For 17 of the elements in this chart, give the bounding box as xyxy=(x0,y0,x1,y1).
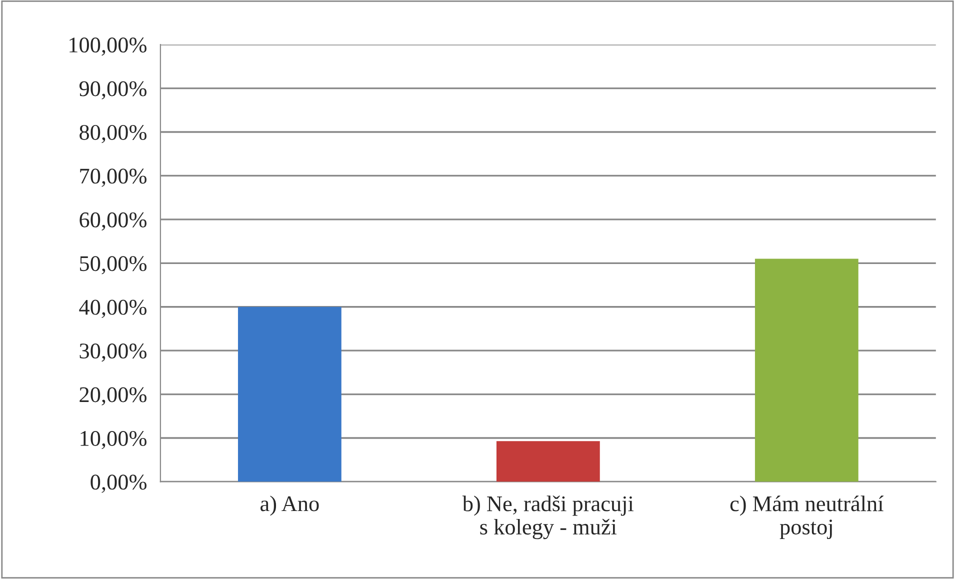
y-tick-label: 0,00% xyxy=(90,474,146,493)
y-tick-label: 50,00% xyxy=(80,256,146,274)
bar xyxy=(238,306,342,482)
y-tick-label: 20,00% xyxy=(80,387,146,406)
y-tick-label: 70,00% xyxy=(80,168,146,187)
x-tick-label: b) Ne, radši pracuji s kolegy - muži xyxy=(462,496,634,540)
x-tick-label: a) Ano xyxy=(260,496,319,516)
y-tick-label: 90,00% xyxy=(79,81,146,100)
bar xyxy=(496,441,600,482)
y-tick-label: 100,00% xyxy=(70,38,146,56)
bar xyxy=(754,258,858,482)
y-tick-label: 30,00% xyxy=(80,344,146,362)
y-tick-label: 60,00% xyxy=(80,212,146,231)
x-tick-label: c) Mám neutrální postoj xyxy=(730,496,884,540)
y-tick-label: 40,00% xyxy=(79,300,146,318)
y-tick-label: 10,00% xyxy=(80,430,146,450)
y-tick-label: 80,00% xyxy=(80,124,146,144)
